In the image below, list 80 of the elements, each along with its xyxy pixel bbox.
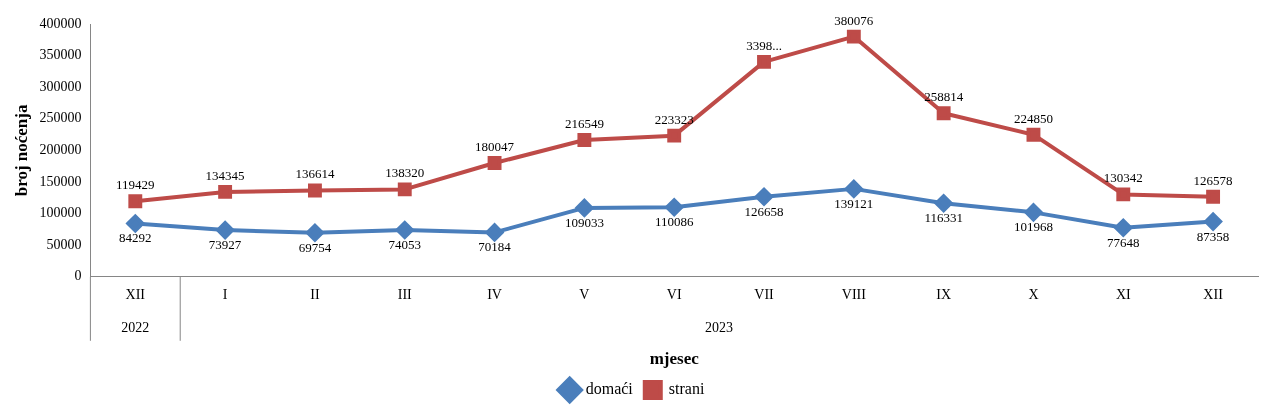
x-tick-label: XII <box>1203 286 1224 302</box>
data-label: 180047 <box>475 138 515 154</box>
y-tick-label: 300000 <box>39 78 82 94</box>
data-label: 126658 <box>744 203 784 219</box>
point <box>1114 218 1133 237</box>
x-tick-label: II <box>310 286 320 302</box>
point <box>755 187 774 206</box>
x-axis-title: mjesec <box>649 349 700 369</box>
x-tick-label: XI <box>1115 286 1131 302</box>
data-label: 216549 <box>564 115 604 131</box>
point <box>936 106 951 121</box>
point <box>1024 203 1043 222</box>
point <box>934 194 953 213</box>
point <box>1026 127 1041 142</box>
data-label: 136614 <box>295 166 335 182</box>
y-tick-label: 350000 <box>39 47 82 63</box>
point <box>577 132 592 147</box>
y-tick-label: 200000 <box>39 142 82 158</box>
point <box>397 182 412 197</box>
x-tick-label: III <box>397 286 413 302</box>
data-label: 134345 <box>205 167 245 183</box>
y-tick-label: 0 <box>74 268 82 284</box>
y-tick-label: 250000 <box>39 110 82 126</box>
point <box>395 221 414 239</box>
data-label: 110086 <box>654 214 694 230</box>
point <box>575 198 594 217</box>
data-label: 380076 <box>834 12 874 28</box>
point <box>128 194 143 209</box>
x-tick-label: I <box>222 286 228 302</box>
point <box>844 179 863 198</box>
data-label: 74053 <box>388 236 421 252</box>
data-label: 101968 <box>1013 219 1053 235</box>
point <box>667 128 682 143</box>
data-label: 130342 <box>1103 170 1143 186</box>
data-label: 84292 <box>119 230 152 246</box>
point <box>1204 212 1223 231</box>
point <box>665 198 684 217</box>
point <box>305 223 324 242</box>
legend-label: domaći <box>585 380 634 398</box>
y-axis-title: broj noćenja <box>11 104 31 197</box>
point <box>487 156 502 170</box>
data-label: 77648 <box>1107 234 1140 250</box>
point <box>218 184 233 199</box>
legend-label: strani <box>668 380 705 398</box>
point <box>485 223 504 242</box>
data-label: 69754 <box>298 239 332 255</box>
x-tick-label: V <box>579 286 590 302</box>
data-label: 258814 <box>924 89 964 105</box>
point <box>126 214 145 233</box>
data-label: 139121 <box>834 195 874 211</box>
point <box>846 29 861 44</box>
data-label: 126578 <box>1193 172 1233 188</box>
data-label: 223323 <box>654 111 694 127</box>
data-label: 119429 <box>116 177 155 193</box>
point <box>1206 189 1221 204</box>
y-tick-label: 50000 <box>46 236 82 252</box>
data-label: 70184 <box>478 239 512 255</box>
y-tick-label: 100000 <box>39 205 82 221</box>
point <box>307 183 322 198</box>
data-label: 109033 <box>564 214 604 230</box>
data-label: 73927 <box>208 237 242 252</box>
data-label: 116331 <box>924 210 963 226</box>
x-tick-label: XII <box>125 286 146 302</box>
point <box>216 221 235 240</box>
text: 2022 <box>121 320 150 336</box>
x-tick-label: IX <box>936 286 952 302</box>
data-label: 224850 <box>1013 110 1053 126</box>
data-label: 87358 <box>1196 228 1230 244</box>
y-tick-label: 400000 <box>39 15 82 31</box>
point <box>1116 187 1131 202</box>
x-tick-label: VIII <box>841 286 867 302</box>
x-tick-label: VII <box>754 286 775 302</box>
data-label: 3398... <box>746 37 782 53</box>
point <box>757 54 771 69</box>
data-label: 138320 <box>385 165 425 181</box>
x-tick-label: VI <box>666 286 682 302</box>
x-tick-label: IV <box>487 286 502 302</box>
x-tick-label: X <box>1028 286 1039 302</box>
y-tick-label: 150000 <box>39 173 82 189</box>
text: 2023 <box>705 320 734 336</box>
